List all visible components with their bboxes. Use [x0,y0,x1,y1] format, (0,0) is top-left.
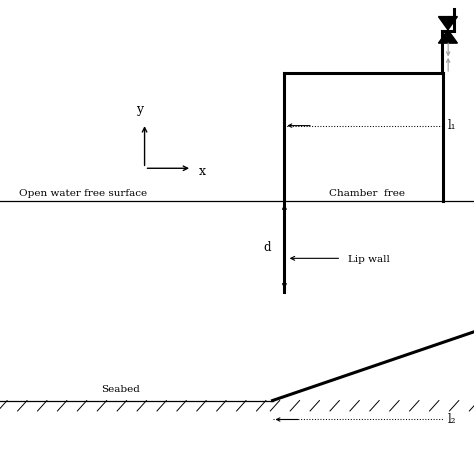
Polygon shape [438,30,457,43]
Text: Chamber  free: Chamber free [329,189,405,198]
Text: x: x [199,165,206,178]
Text: Seabed: Seabed [101,385,140,394]
Text: l₁: l₁ [448,119,456,132]
Text: y: y [136,103,144,116]
Polygon shape [438,17,457,30]
Text: Lip wall: Lip wall [348,255,390,264]
Text: l₂: l₂ [448,413,456,426]
Text: d: d [264,241,271,254]
Text: Open water free surface: Open water free surface [19,189,147,198]
